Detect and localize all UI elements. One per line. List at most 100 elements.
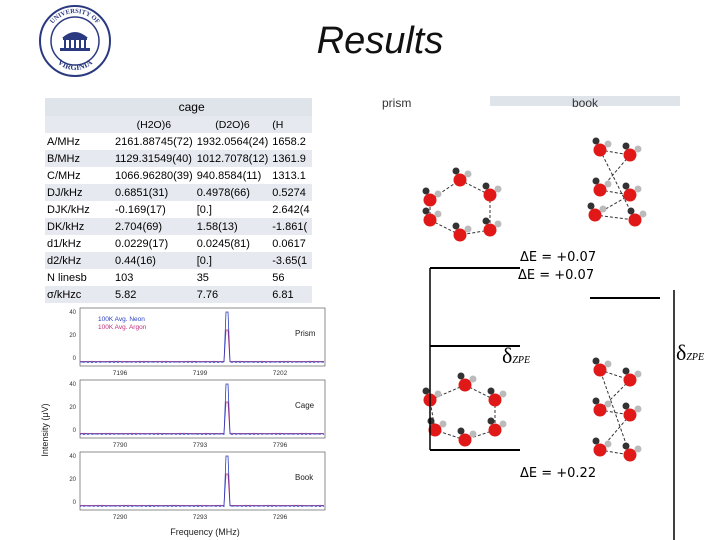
spectrum-trace-argon	[79, 401, 325, 435]
row-value: 0.0245(81)	[194, 235, 271, 252]
hydrogen-atom	[469, 430, 477, 438]
hbond-line	[599, 414, 631, 451]
hydrogen-atom	[494, 220, 502, 228]
x-tick-label: 7293	[193, 514, 208, 521]
hydrogen-atom	[634, 145, 642, 153]
constants-table: cage (H2O)6 (D2O)6 (H A/MHz 2161.88745(72…	[45, 98, 312, 303]
row-value: 6.81	[270, 286, 312, 303]
svg-text:VIRGINIA: VIRGINIA	[56, 57, 94, 72]
hydrogen-atom	[452, 167, 460, 175]
panel-frame	[79, 451, 326, 511]
x-tick-label: 7793	[193, 442, 208, 449]
oxygen-atom	[428, 423, 442, 437]
oxygen-atom	[593, 443, 607, 457]
panel-name: Book	[295, 473, 314, 482]
hydrogen-atom	[482, 217, 490, 225]
hydrogen-atom	[634, 370, 642, 378]
hydrogen-atom	[634, 185, 642, 193]
row-value: 1361.9	[270, 150, 312, 167]
row-value: -3.65(1	[270, 252, 312, 269]
row-value: 35	[194, 269, 271, 286]
row-value: 1658.2	[270, 133, 312, 150]
row-label: d1/kHz	[45, 235, 113, 252]
panel-name: Cage	[295, 401, 315, 410]
hydrogen-atom	[634, 445, 642, 453]
table-row: DK/kHz 2.704(69) 1.58(13) -1.861(	[45, 218, 312, 235]
row-value: 1066.96280(39)	[113, 167, 195, 184]
oxygen-atom	[623, 148, 637, 162]
row-label: DK/kHz	[45, 218, 113, 235]
panel-name: Prism	[295, 329, 316, 338]
row-label: B/MHz	[45, 150, 113, 167]
hydrogen-atom	[622, 402, 630, 410]
hydrogen-atom	[622, 367, 630, 375]
row-value: 0.0229(17)	[113, 235, 195, 252]
spectrum-panel-prism: Prism 40 20 0 7196 7199 7202	[69, 307, 326, 377]
hydrogen-atom	[439, 420, 447, 428]
y-tick-label: 40	[69, 382, 76, 388]
x-tick-label: 7790	[113, 442, 128, 449]
hydrogen-atom	[457, 427, 465, 435]
y-tick-label: 20	[69, 477, 76, 483]
row-value: 0.5274	[270, 184, 312, 201]
hydrogen-atom	[427, 417, 435, 425]
spectrum-panel-cage: Cage 40 20 0 7790 7793 7796	[69, 379, 326, 449]
legend-neon: 100K Avg. Neon	[98, 316, 145, 323]
row-value: 56	[270, 269, 312, 286]
hbond-line	[599, 369, 631, 456]
hydrogen-atom	[487, 417, 495, 425]
col-header-h2o: (H2O)6	[113, 116, 195, 133]
spectrum-panel-book: Book 40 20 0 7290 7293 7296	[69, 451, 326, 521]
row-value: 2.704(69)	[113, 218, 195, 235]
hydrogen-atom	[499, 390, 507, 398]
x-tick-label: 7296	[273, 514, 288, 521]
oxygen-atom	[593, 183, 607, 197]
hydrogen-atom	[604, 360, 612, 368]
delta-e-1: ΔE = +0.07	[520, 250, 597, 265]
book-structure	[587, 137, 647, 227]
delta-e-3: ΔE = +0.22	[520, 466, 597, 481]
oxygen-atom	[623, 408, 637, 422]
prism-structure	[422, 167, 502, 242]
row-value: 1932.0564(24)	[194, 133, 271, 150]
y-tick-label: 40	[69, 310, 76, 316]
table-group-header-row: cage	[45, 98, 312, 116]
hbond-line	[594, 214, 636, 221]
oxygen-atom	[423, 213, 437, 227]
oxygen-atom	[483, 223, 497, 237]
row-label: N linesb	[45, 269, 113, 286]
overlay-region	[344, 104, 720, 540]
oxygen-atom	[623, 373, 637, 387]
hydrogen-atom	[592, 357, 600, 365]
hydrogen-atom	[494, 185, 502, 193]
legend-argon: 100K Avg. Argon	[98, 324, 147, 331]
hydrogen-atom	[464, 170, 472, 178]
hydrogen-atom	[434, 190, 442, 198]
hydrogen-atom	[487, 387, 495, 395]
hbond-line	[599, 149, 636, 221]
cube-structure	[592, 357, 642, 462]
row-value: 1.58(13)	[194, 218, 271, 235]
hydrogen-atom	[604, 180, 612, 188]
hbond-line	[594, 194, 631, 216]
hydrogen-atom	[452, 222, 460, 230]
oxygen-atom	[453, 228, 467, 242]
hydrogen-atom	[482, 182, 490, 190]
oxygen-atom	[488, 393, 502, 407]
spectrum-trace-argon	[79, 329, 325, 363]
row-value: 5.82	[113, 286, 195, 303]
hydrogen-atom	[592, 437, 600, 445]
table-column-header-row: (H2O)6 (D2O)6 (H	[45, 116, 312, 133]
row-value: [0.]	[194, 252, 271, 269]
oxygen-atom	[423, 193, 437, 207]
row-value: 1129.31549(40)	[113, 150, 195, 167]
x-tick-label: 7796	[273, 442, 288, 449]
x-tick-label: 7202	[273, 370, 288, 377]
hydrogen-atom	[434, 390, 442, 398]
row-value: -1.861(	[270, 218, 312, 235]
oxygen-atom	[593, 143, 607, 157]
spectrum-xlabel: Frequency (MHz)	[170, 527, 240, 537]
hydrogen-atom	[627, 207, 635, 215]
row-value: 2.642(4	[270, 201, 312, 218]
oxygen-atom	[483, 188, 497, 202]
